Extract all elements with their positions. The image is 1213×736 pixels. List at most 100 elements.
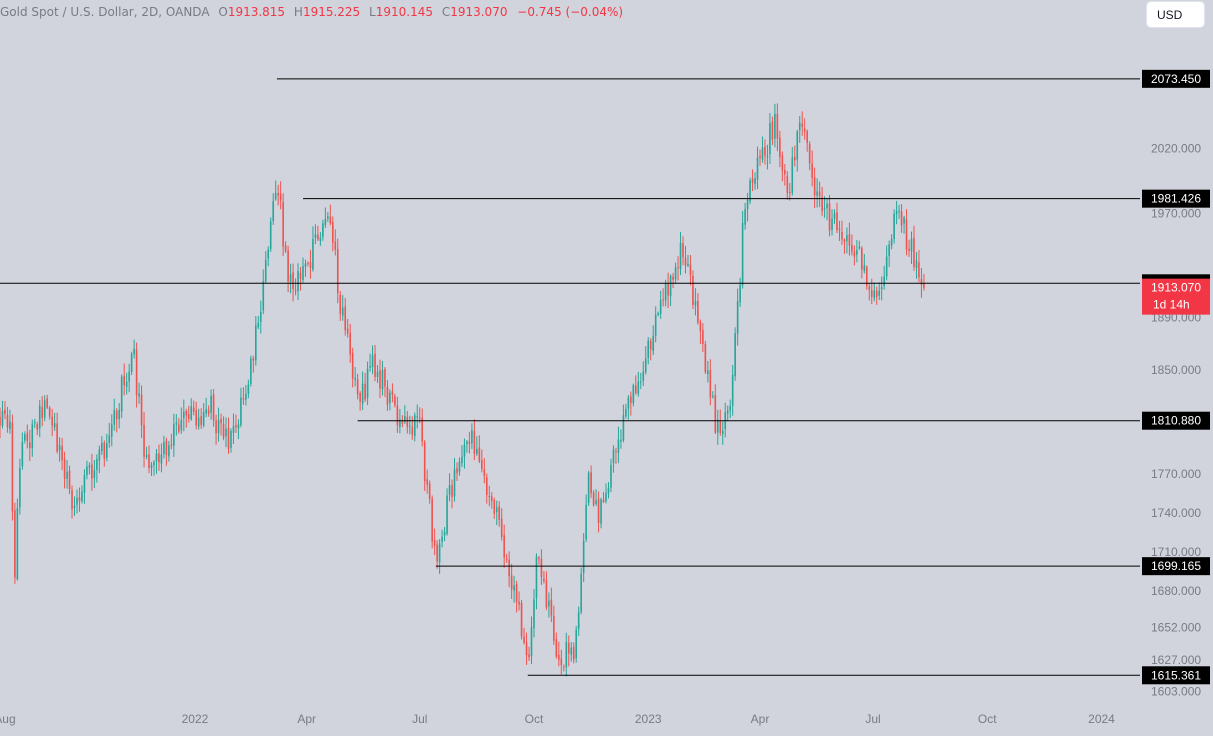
candle-down — [242, 398, 245, 400]
y-tick-label: 1970.000 — [1151, 207, 1201, 221]
candle-down — [451, 485, 453, 498]
candle-down — [71, 490, 73, 510]
candle-down — [525, 642, 528, 656]
candle-down — [220, 418, 222, 424]
candle-down — [344, 306, 347, 331]
candle-up — [466, 441, 468, 445]
candle-up — [247, 384, 250, 395]
candle-up — [408, 426, 411, 428]
candles — [0, 103, 925, 677]
y-tick-label: 2020.000 — [1151, 141, 1201, 155]
candle-down — [170, 444, 173, 446]
candle-up — [721, 430, 724, 435]
candle-down — [332, 221, 334, 243]
candle-down — [905, 219, 908, 250]
candle-down — [818, 191, 821, 196]
candle-up — [9, 421, 11, 430]
candle-down — [786, 176, 789, 193]
candle-down — [11, 422, 14, 512]
currency-button[interactable]: USD — [1147, 2, 1204, 27]
candle-up — [153, 461, 155, 466]
candle-up — [138, 393, 140, 397]
x-tick-label: Aug — [0, 712, 16, 726]
candle-up — [796, 131, 799, 160]
candle-up — [443, 532, 446, 536]
candle-up — [533, 599, 535, 629]
candle-up — [617, 439, 620, 454]
candle-up — [250, 358, 252, 384]
candle-down — [776, 113, 779, 139]
last-price-badge — [1142, 278, 1210, 315]
candle-up — [746, 199, 749, 210]
candle-down — [788, 192, 791, 194]
candle-down — [811, 163, 813, 178]
candle-down — [68, 470, 71, 490]
candle-down — [518, 601, 520, 605]
candle-up — [297, 270, 299, 292]
candle-down — [48, 407, 51, 417]
candle-up — [873, 290, 876, 299]
candle-down — [140, 394, 143, 426]
candle-up — [587, 472, 590, 503]
candle-up — [627, 397, 630, 409]
candle-up — [376, 371, 379, 377]
candle-down — [493, 499, 496, 514]
candle-up — [163, 442, 165, 454]
candle-up — [915, 260, 918, 268]
candle-up — [354, 377, 356, 380]
candle-up — [880, 287, 883, 290]
candle-up — [647, 340, 650, 358]
x-tick-label: Oct — [978, 712, 997, 726]
candle-up — [66, 471, 68, 479]
candle-down — [374, 353, 376, 377]
candle-up — [86, 466, 88, 476]
candle-up — [622, 415, 625, 441]
candle-up — [240, 397, 242, 426]
candle-up — [744, 209, 746, 225]
candle-up — [38, 405, 41, 429]
candle-down — [630, 396, 632, 404]
candle-down — [299, 272, 302, 279]
candle-down — [431, 498, 433, 542]
candle-up — [53, 423, 56, 428]
candle-down — [801, 123, 804, 127]
candle-down — [309, 262, 312, 268]
low-label: L — [369, 5, 376, 19]
candle-up — [582, 540, 585, 573]
candle-up — [404, 415, 406, 422]
candle-up — [371, 355, 374, 368]
candle-down — [821, 196, 823, 212]
candle-down — [158, 453, 160, 463]
candle-down — [478, 447, 481, 462]
candle-up — [895, 210, 898, 215]
candle-up — [101, 443, 103, 452]
candle-up — [93, 469, 96, 478]
candle-up — [76, 497, 78, 505]
x-tick-label: Apr — [297, 712, 316, 726]
candle-down — [528, 654, 530, 658]
candle-down — [394, 396, 396, 406]
candle-up — [461, 456, 463, 464]
level-price-label: 2073.450 — [1151, 72, 1201, 86]
candle-up — [712, 395, 714, 397]
candle-up — [31, 424, 34, 449]
candle-down — [759, 155, 761, 158]
candle-up — [113, 409, 116, 425]
candle-up — [43, 400, 46, 418]
candle-down — [103, 442, 106, 459]
candle-up — [262, 281, 265, 311]
level-price-label: 1981.426 — [1151, 192, 1201, 206]
candle-up — [267, 249, 270, 259]
candle-down — [779, 137, 781, 158]
candle-up — [145, 455, 148, 458]
candle-up — [237, 424, 240, 429]
candle-up — [446, 495, 448, 534]
candle-down — [135, 349, 138, 396]
candle-up — [580, 573, 582, 613]
candle-up — [255, 325, 257, 361]
x-tick-label: Oct — [525, 712, 544, 726]
candle-up — [324, 218, 327, 226]
candle-down — [207, 409, 210, 415]
